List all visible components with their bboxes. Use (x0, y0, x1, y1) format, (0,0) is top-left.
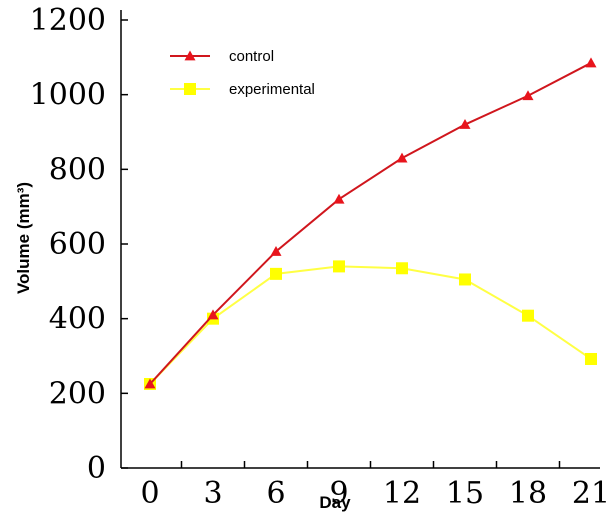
y-tick-label: 1000 (30, 78, 106, 113)
experimental-point (522, 309, 534, 322)
control-point (522, 90, 534, 101)
x-tick-label: 21 (572, 476, 610, 511)
control-point (207, 309, 219, 320)
x-tick-label: 9 (329, 476, 348, 511)
control-point (270, 245, 282, 256)
experimental-line (149, 265, 592, 385)
x-ticks: 0 3 6 9 12 15 18 21 (140, 461, 610, 511)
x-tick-label: 6 (266, 476, 285, 511)
control-point (333, 193, 345, 204)
control-point (459, 119, 471, 129)
control-point (144, 378, 156, 389)
experimental-point (585, 352, 597, 365)
x-tick-label: 0 (140, 476, 159, 511)
y-tick-label: 200 (49, 376, 106, 411)
y-ticks: 0 200 400 600 800 1000 1200 (30, 3, 128, 486)
x-tick-label: 12 (383, 476, 421, 511)
axes (120, 10, 600, 469)
experimental-point (459, 273, 471, 286)
x-axis-title: Day (319, 493, 351, 512)
experimental-point (396, 262, 408, 275)
experimental-point (270, 267, 282, 280)
y-tick-label: 1200 (30, 3, 106, 38)
series-layer (144, 57, 597, 390)
legend-marker-control (184, 50, 196, 61)
x-tick-label: 15 (446, 476, 484, 511)
legend-label-experimental: experimental (229, 81, 315, 98)
y-tick-label: 600 (49, 227, 106, 262)
legend-marker-experimental (184, 83, 196, 95)
legend-label-control: control (229, 48, 274, 65)
control-point (396, 152, 408, 163)
x-tick-label: 3 (203, 476, 222, 511)
legend: control experimental (170, 48, 315, 98)
y-tick-label: 0 (87, 451, 106, 486)
y-axis-title: Volume (mm³) (14, 182, 33, 294)
control-line (149, 62, 592, 385)
x-tick-label: 18 (509, 476, 547, 511)
control-point (585, 57, 597, 68)
experimental-point (333, 260, 345, 273)
y-tick-label: 400 (49, 302, 106, 337)
y-tick-label: 800 (49, 152, 106, 187)
series-control (144, 57, 597, 389)
series-experimental (144, 260, 597, 390)
